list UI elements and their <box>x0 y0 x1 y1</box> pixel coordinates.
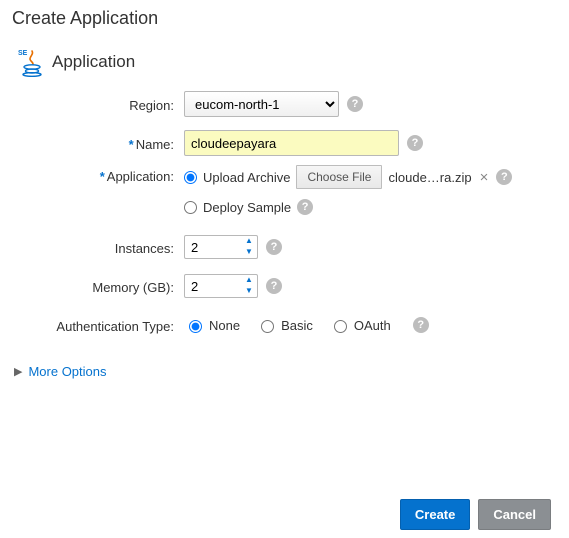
help-icon[interactable]: ? <box>413 317 429 333</box>
more-options-label: More Options <box>28 364 106 379</box>
instances-step-up-icon[interactable]: ▲ <box>241 236 257 247</box>
help-icon[interactable]: ? <box>407 135 423 151</box>
label-region: Region: <box>12 96 184 113</box>
memory-step-up-icon[interactable]: ▲ <box>241 275 257 286</box>
row-memory: Memory (GB): ▲ ▼ ? <box>12 269 557 303</box>
label-auth: Authentication Type: <box>12 317 184 334</box>
help-icon[interactable]: ? <box>266 278 282 294</box>
instances-step-down-icon[interactable]: ▼ <box>241 247 257 258</box>
auth-oauth[interactable]: OAuth <box>329 317 391 333</box>
row-application: *Application: Upload Archive Choose File… <box>12 165 557 225</box>
auth-basic[interactable]: Basic <box>256 317 313 333</box>
deploy-sample-label: Deploy Sample <box>203 200 291 215</box>
row-instances: Instances: ▲ ▼ ? <box>12 230 557 264</box>
auth-oauth-radio[interactable] <box>334 320 347 333</box>
help-icon[interactable]: ? <box>266 239 282 255</box>
upload-archive-label: Upload Archive <box>203 170 290 185</box>
row-name: *Name: ? <box>12 126 557 160</box>
help-icon[interactable]: ? <box>347 96 363 112</box>
auth-none-radio[interactable] <box>189 320 202 333</box>
help-icon[interactable]: ? <box>496 169 512 185</box>
disclosure-icon: ▶ <box>14 365 22 378</box>
row-region: Region: eucom-north-1 ? <box>12 87 557 121</box>
label-application: *Application: <box>12 165 184 184</box>
cancel-button[interactable]: Cancel <box>478 499 551 530</box>
label-memory: Memory (GB): <box>12 278 184 295</box>
more-options-toggle[interactable]: ▶ More Options <box>14 364 557 379</box>
help-icon[interactable]: ? <box>297 199 313 215</box>
section-title: Application <box>52 52 135 72</box>
row-auth: Authentication Type: None Basic OAuth ? <box>12 308 557 342</box>
auth-basic-label: Basic <box>281 318 313 333</box>
label-name: *Name: <box>12 135 184 152</box>
choose-file-button[interactable]: Choose File <box>296 165 382 189</box>
auth-basic-radio[interactable] <box>261 320 274 333</box>
dialog-footer: Create Cancel <box>12 499 557 530</box>
auth-none-label: None <box>209 318 240 333</box>
upload-archive-radio[interactable] <box>184 171 197 184</box>
auth-none[interactable]: None <box>184 317 240 333</box>
create-button[interactable]: Create <box>400 499 470 530</box>
section-header: SE Application <box>18 47 557 77</box>
label-instances: Instances: <box>12 239 184 256</box>
auth-oauth-label: OAuth <box>354 318 391 333</box>
region-select[interactable]: eucom-north-1 <box>184 91 339 117</box>
page-title: Create Application <box>12 8 557 29</box>
name-input[interactable] <box>184 130 399 156</box>
svg-text:SE: SE <box>18 50 28 57</box>
java-se-icon: SE <box>18 47 44 77</box>
deploy-sample-radio[interactable] <box>184 201 197 214</box>
remove-file-icon[interactable]: × <box>478 169 491 186</box>
memory-step-down-icon[interactable]: ▼ <box>241 286 257 297</box>
uploaded-file-name: cloude…ra.zip <box>388 170 471 185</box>
